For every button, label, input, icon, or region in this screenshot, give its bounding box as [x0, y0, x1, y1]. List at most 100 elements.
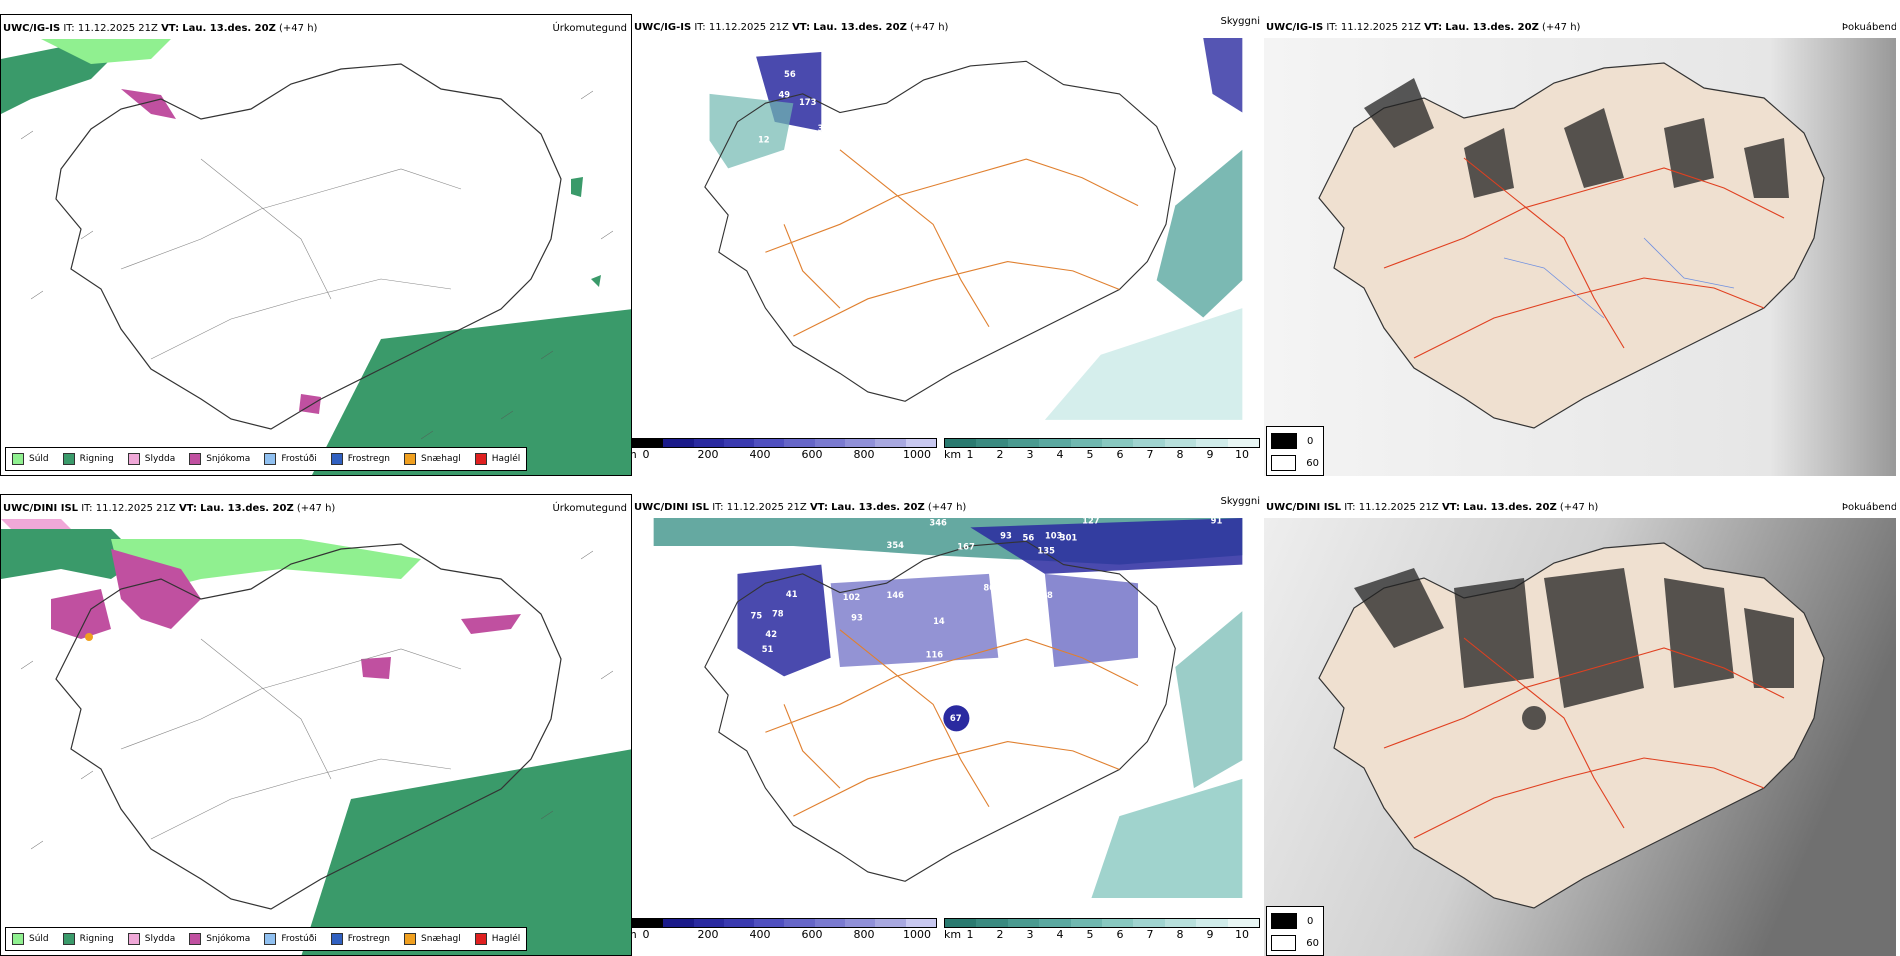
legend-swatch [474, 453, 487, 465]
panel-parameter: Þokuábendi [1841, 502, 1896, 513]
colorbar-segment [1070, 439, 1103, 447]
legend-item: Frostúði [264, 933, 317, 945]
legend-item: Slydda [127, 933, 175, 945]
legend-swatch [127, 933, 140, 945]
cloud-base-colorbar: m 0 200 400 600 800 1000 [632, 438, 937, 461]
colorbar-segment [1102, 919, 1134, 927]
legend-swatch [264, 933, 277, 945]
cloud-base-label: 301 [1060, 532, 1078, 542]
legend-swatch [62, 453, 75, 465]
panel-title: UWC/IG-IS IT: 11.12.2025 21Z VT: Lau. 13… [634, 22, 949, 33]
colorbar-segment [723, 439, 755, 447]
legend-item: Snjókoma [189, 933, 250, 945]
legend-item: Frostregn [330, 933, 390, 945]
legend-swatch [127, 453, 140, 465]
colorbar-segment [976, 439, 1008, 447]
legend-swatch [404, 933, 417, 945]
precip-type-panel-top: UWC/IG-IS IT: 11.12.2025 21Z VT: Lau. 13… [0, 14, 632, 476]
colorbar-segment [814, 439, 846, 447]
panel-parameter: Skyggni [1220, 16, 1260, 27]
colorbar-segment [1227, 439, 1260, 447]
cloud-base-label: 78 [772, 609, 784, 619]
panel-title: UWC/DINI ISL IT: 11.12.2025 21Z VT: Lau.… [634, 502, 967, 513]
cloud-base-label: 346 [929, 518, 947, 527]
fog-dark-areas [1364, 78, 1789, 198]
panel-parameter: Skyggni [1220, 496, 1260, 507]
visibility-colorbar: km 1 2 3 4 5 6 7 8 9 10 [944, 918, 1260, 941]
cloud-base-label: 354 [887, 540, 905, 550]
cloud-base-label: 56 [784, 69, 796, 79]
panel-title: UWC/DINI ISL IT: 11.12.2025 21Z VT: Lau.… [3, 503, 336, 514]
legend-item: Haglél [474, 933, 520, 945]
legend-swatch [264, 453, 277, 465]
fog-legend: 0 60 [1266, 906, 1324, 956]
cloud-base-colorbar: m 0 200 400 600 800 1000 [632, 918, 937, 941]
legend-item: Slydda [127, 453, 175, 465]
colorbar-segment [1133, 919, 1165, 927]
cloud-base-label: 146 [887, 590, 905, 600]
colorbar-segment [905, 439, 936, 447]
cloud-base-label: 80 [983, 583, 995, 593]
colorbar-segment [1039, 919, 1071, 927]
panel-parameter: Úrkomutegund [552, 503, 627, 514]
colorbar-segment [845, 919, 876, 927]
wind-barbs [20, 90, 614, 440]
cloud-base-label: 12 [758, 134, 770, 144]
cloud-base-label: 89 [770, 545, 782, 555]
colorbar-segment [633, 919, 664, 927]
colorbar-segment [1039, 439, 1071, 447]
precip-type-legend: Súld Rigning Slydda Snjókoma Frostúði Fr… [5, 927, 528, 951]
colorbar-segment [784, 439, 815, 447]
colorbar-segment [754, 439, 785, 447]
legend-swatch [12, 453, 24, 465]
cloud-base-label: 135 [1037, 545, 1055, 555]
legend-swatch [1271, 913, 1297, 929]
colorbar-segment [1102, 439, 1134, 447]
cloud-base-label: 14 [933, 616, 945, 626]
colorbar-segment [905, 919, 936, 927]
cloud-base-label: 184 [1019, 590, 1037, 600]
legend-swatch [1271, 935, 1297, 951]
cloud-base-label: 51 [762, 644, 774, 654]
legend-swatch [474, 933, 487, 945]
colorbar-segment [1007, 439, 1040, 447]
colorbar-segment [945, 919, 977, 927]
legend-item: Snæhagl [404, 933, 461, 945]
legend-item: Rigning [62, 453, 114, 465]
cloud-base-label: 105 [987, 670, 1005, 680]
colorbar-segment [1070, 919, 1103, 927]
cloud-base-label: 30 [818, 123, 830, 133]
fog-legend: 0 60 [1266, 426, 1324, 476]
visibility-map: 56 49 173 30 12 [704, 38, 1243, 420]
legend-item: Súld [12, 453, 49, 465]
legend-item: Frostúði [264, 453, 317, 465]
panel-parameter: Úrkomutegund [552, 23, 627, 34]
legend-swatch [189, 933, 202, 945]
cloud-base-label: 102 [843, 592, 861, 602]
legend-swatch [189, 453, 202, 465]
cloud-base-label: 49 [778, 90, 790, 100]
colorbar-segment [1007, 919, 1040, 927]
colorbar-segment [1196, 919, 1228, 927]
legend-swatch [1271, 455, 1297, 471]
panel-title: UWC/IG-IS IT: 11.12.2025 21Z VT: Lau. 13… [1266, 22, 1581, 33]
visibility-panel-top: UWC/IG-IS IT: 11.12.2025 21Z VT: Lau. 13… [632, 14, 1264, 476]
cloud-base-label: 116 [926, 650, 944, 660]
precip-areas [1, 39, 631, 475]
legend-swatch [330, 453, 343, 465]
colorbar-segment [875, 919, 906, 927]
colorbar-segment [1227, 919, 1260, 927]
fog-map [1264, 518, 1896, 956]
cloud-base-label: 65 [968, 566, 980, 576]
panel-parameter: Þokuábendi [1841, 22, 1896, 33]
cloud-base-label: 260 [1019, 614, 1037, 624]
cloud-base-label: 67 [950, 713, 962, 723]
colorbar-segment [693, 919, 724, 927]
colorbar-segment [663, 919, 694, 927]
precip-type-panel-bottom: UWC/DINI ISL IT: 11.12.2025 21Z VT: Lau.… [0, 494, 632, 956]
cloud-base-label: 173 [799, 97, 817, 107]
legend-swatch [404, 453, 417, 465]
cloud-base-label: 56 [1023, 532, 1035, 542]
fog-map [1264, 38, 1896, 476]
colorbar-segment [945, 439, 977, 447]
